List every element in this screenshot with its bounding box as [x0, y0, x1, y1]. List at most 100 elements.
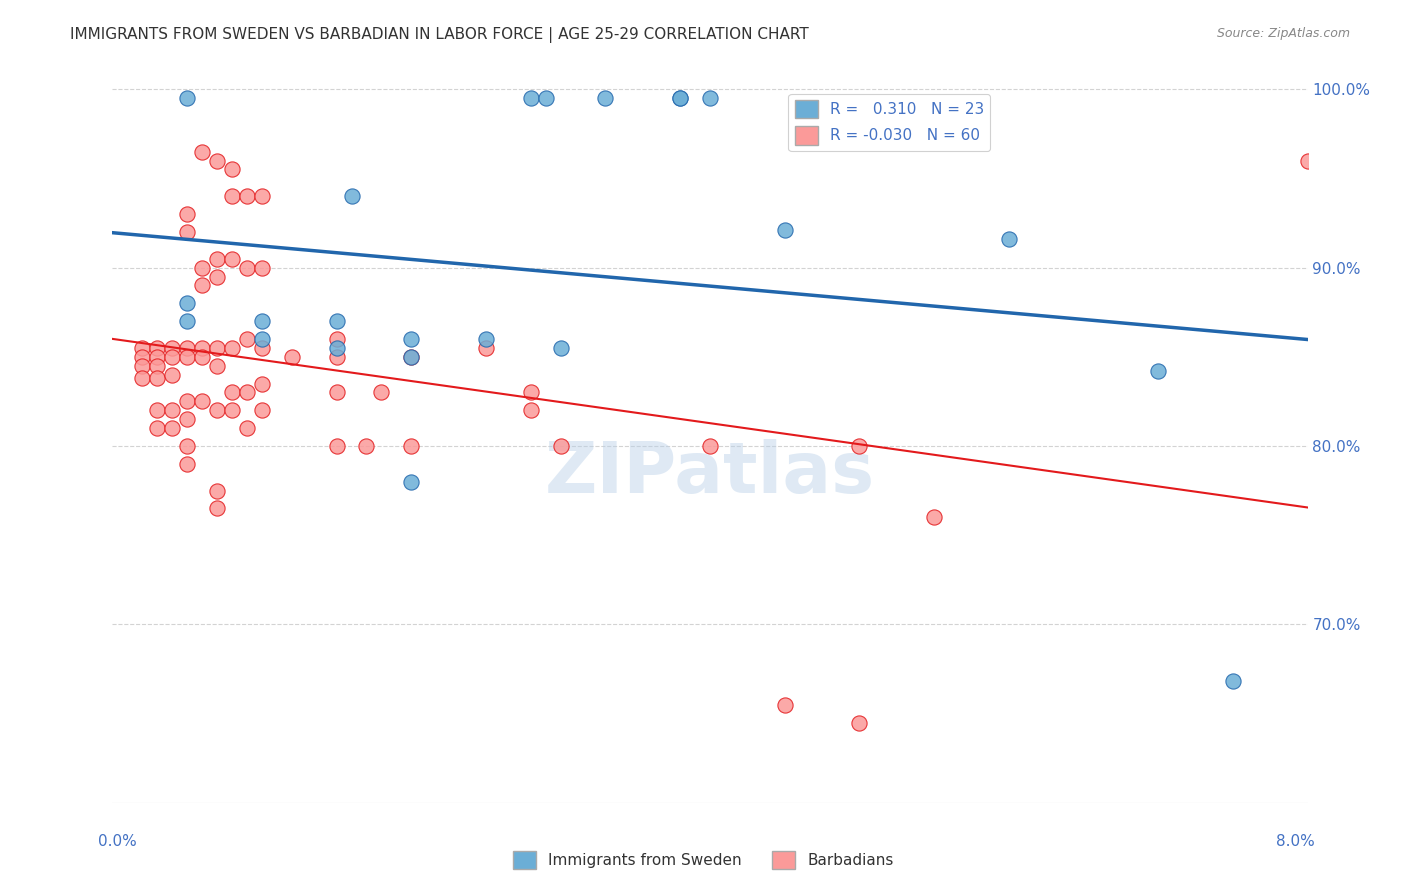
Point	[205, 153, 228, 168]
Point	[520, 91, 543, 105]
Point	[534, 91, 557, 105]
Point	[221, 252, 243, 266]
Point	[191, 341, 214, 355]
Point	[191, 350, 214, 364]
Point	[370, 385, 392, 400]
Legend: R =   0.310   N = 23, R = -0.030   N = 60: R = 0.310 N = 23, R = -0.030 N = 60	[789, 94, 990, 151]
Point	[176, 412, 198, 426]
Point	[401, 439, 423, 453]
Point	[146, 359, 169, 373]
Point	[221, 162, 243, 177]
Point	[998, 232, 1021, 246]
Point	[699, 439, 721, 453]
Point	[162, 368, 183, 382]
Point	[205, 403, 228, 417]
Point	[146, 403, 169, 417]
Text: ZIPatlas: ZIPatlas	[546, 439, 875, 508]
Point	[191, 145, 214, 159]
Point	[221, 403, 243, 417]
Point	[191, 260, 214, 275]
Point	[205, 341, 228, 355]
Point	[401, 475, 423, 489]
Point	[236, 385, 259, 400]
Point	[162, 350, 183, 364]
Point	[520, 403, 543, 417]
Point	[131, 359, 153, 373]
Point	[236, 189, 259, 203]
Point	[325, 439, 347, 453]
Point	[356, 439, 378, 453]
Point	[520, 385, 543, 400]
Point	[699, 91, 721, 105]
Point	[550, 341, 572, 355]
Point	[250, 260, 273, 275]
Point	[176, 314, 198, 328]
Point	[1147, 364, 1170, 378]
Point	[236, 332, 259, 346]
Point	[401, 350, 423, 364]
Point	[250, 332, 273, 346]
Point	[131, 350, 153, 364]
Point	[773, 223, 796, 237]
Point	[922, 510, 945, 524]
Text: Source: ZipAtlas.com: Source: ZipAtlas.com	[1216, 27, 1350, 40]
Point	[146, 371, 169, 385]
Point	[191, 394, 214, 409]
Point	[281, 350, 304, 364]
Point	[550, 439, 572, 453]
Point	[250, 376, 273, 391]
Point	[669, 91, 692, 105]
Point	[176, 91, 198, 105]
Point	[176, 439, 198, 453]
Point	[475, 341, 498, 355]
Point	[162, 403, 183, 417]
Point	[475, 332, 498, 346]
Point	[176, 225, 198, 239]
Point	[205, 252, 228, 266]
Legend: Immigrants from Sweden, Barbadians: Immigrants from Sweden, Barbadians	[506, 845, 900, 875]
Point	[325, 385, 347, 400]
Point	[205, 359, 228, 373]
Point	[205, 501, 228, 516]
Point	[401, 332, 423, 346]
Point	[325, 332, 347, 346]
Point	[131, 371, 153, 385]
Point	[162, 421, 183, 435]
Text: 8.0%: 8.0%	[1275, 834, 1315, 849]
Point	[176, 296, 198, 310]
Point	[250, 403, 273, 417]
Point	[401, 350, 423, 364]
Point	[1222, 674, 1244, 689]
Point	[221, 189, 243, 203]
Point	[236, 260, 259, 275]
Point	[221, 341, 243, 355]
Point	[773, 698, 796, 712]
Text: IMMIGRANTS FROM SWEDEN VS BARBADIAN IN LABOR FORCE | AGE 25-29 CORRELATION CHART: IMMIGRANTS FROM SWEDEN VS BARBADIAN IN L…	[70, 27, 808, 43]
Point	[340, 189, 363, 203]
Point	[162, 341, 183, 355]
Point	[325, 314, 347, 328]
Point	[221, 385, 243, 400]
Point	[146, 341, 169, 355]
Point	[146, 350, 169, 364]
Point	[146, 421, 169, 435]
Point	[176, 457, 198, 471]
Point	[176, 341, 198, 355]
Point	[669, 91, 692, 105]
Point	[325, 341, 347, 355]
Point	[1296, 153, 1319, 168]
Point	[191, 278, 214, 293]
Point	[250, 189, 273, 203]
Point	[250, 314, 273, 328]
Point	[176, 350, 198, 364]
Point	[131, 341, 153, 355]
Point	[595, 91, 617, 105]
Point	[205, 483, 228, 498]
Point	[250, 341, 273, 355]
Point	[205, 269, 228, 284]
Text: 0.0%: 0.0%	[98, 834, 138, 849]
Point	[848, 439, 870, 453]
Point	[325, 350, 347, 364]
Point	[176, 207, 198, 221]
Point	[176, 394, 198, 409]
